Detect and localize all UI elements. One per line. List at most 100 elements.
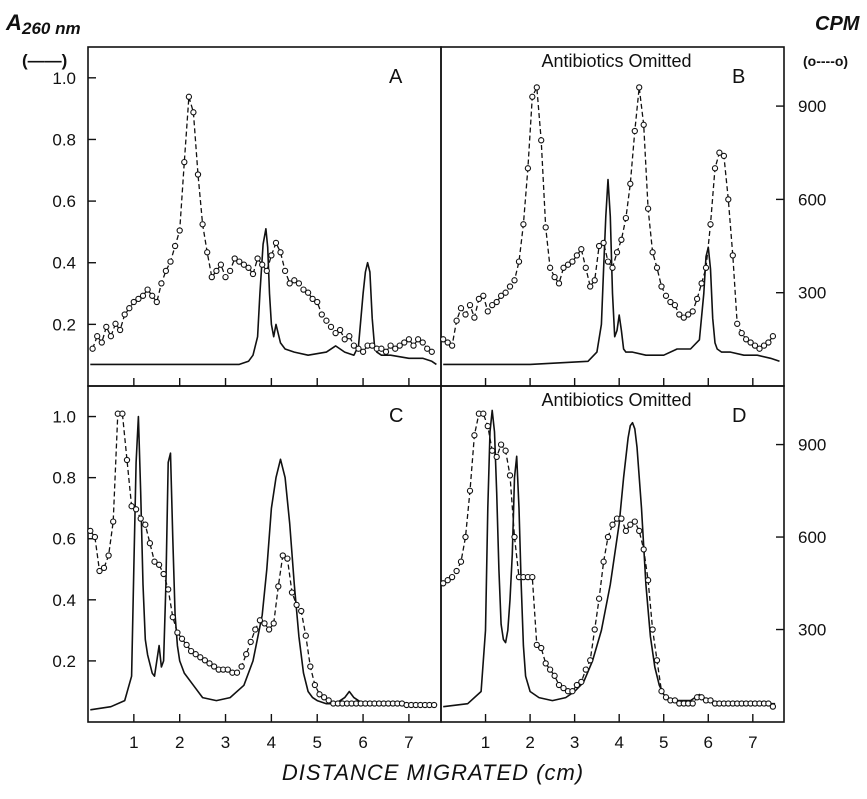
cpm-point [293, 601, 300, 609]
x-tick-label: 6 [704, 733, 713, 752]
cpm-point [600, 239, 607, 247]
cpm-point [320, 694, 328, 701]
absorbance-line [443, 178, 780, 366]
absorbance-line [90, 228, 437, 366]
right-tick-label: 600 [798, 190, 826, 209]
cpm-point [401, 339, 408, 346]
x-tick-label: 1 [129, 733, 138, 752]
cpm-point [210, 663, 218, 670]
cpm-point [769, 703, 777, 710]
cpm-point [123, 456, 131, 464]
cpm-point [142, 521, 149, 528]
cpm-point [247, 638, 254, 646]
cpm-point [546, 264, 554, 271]
cpm-point [653, 657, 661, 664]
cpm-point [546, 666, 554, 673]
cpm-point [444, 339, 451, 346]
cpm-point [392, 345, 399, 352]
panel-a: 0.2 0.4 0.6 0.8 1.0 A [52, 46, 442, 387]
cpm-point [89, 345, 96, 352]
cpm-point [332, 329, 339, 337]
cpm-point [121, 311, 128, 318]
cpm-point [100, 564, 108, 572]
cpm-point [658, 283, 665, 290]
right-axis-title: CPM [815, 13, 861, 35]
cpm-point [716, 149, 723, 156]
cpm-point [288, 589, 296, 596]
left-tick-label: 0.2 [52, 652, 76, 671]
cpm-point [309, 295, 316, 303]
cpm-point [144, 286, 151, 293]
cpm-point [176, 227, 183, 234]
cpm-point [270, 620, 277, 627]
cpm-point [162, 267, 170, 275]
cpm-point [636, 527, 643, 535]
cpm-point [702, 264, 710, 271]
cpm-point [318, 311, 325, 318]
cpm-point [520, 221, 527, 228]
cpm-point [91, 533, 99, 541]
left-tick-label: 0.4 [52, 254, 76, 273]
x-tick-label: 5 [312, 733, 321, 752]
right-axis-legend: (o----o) [803, 53, 848, 69]
cpm-point [671, 301, 679, 309]
cpm-point [640, 546, 647, 553]
cpm-point [302, 632, 309, 639]
cpm-point [300, 286, 307, 293]
cpm-point [153, 298, 160, 306]
right-tick-label: 900 [798, 436, 826, 455]
cpm-line [442, 84, 774, 350]
cpm-point [116, 326, 124, 334]
cpm-point [226, 267, 234, 275]
cpm-point [252, 626, 259, 633]
cpm-point [314, 298, 321, 306]
cpm-point [263, 267, 270, 275]
cpm-point [249, 270, 257, 278]
cpm-point [462, 311, 469, 318]
cpm-point [224, 666, 231, 673]
cpm-point [489, 301, 496, 309]
cpm-point [662, 694, 670, 701]
cpm-point [680, 314, 687, 321]
cpm-point [600, 558, 607, 565]
cpm-point [254, 255, 261, 262]
cpm-point [595, 595, 603, 602]
cpm-point [231, 255, 238, 262]
x-tick-label: 6 [358, 733, 367, 752]
cpm-point [582, 666, 589, 673]
cpm-point [139, 292, 147, 299]
cpm-point [94, 333, 101, 340]
panel-letter: C [389, 405, 403, 427]
cpm-point [341, 336, 348, 343]
left-tick-label: 0.8 [52, 469, 76, 488]
cpm-point [275, 583, 282, 590]
cpm-point [272, 239, 280, 247]
cpm-point [734, 320, 741, 327]
cpm-point [304, 289, 312, 296]
left-tick-label: 0.6 [52, 530, 76, 549]
cpm-point [636, 84, 643, 91]
cpm-point [653, 264, 661, 271]
cpm-point [181, 158, 188, 166]
cpm-point [236, 258, 243, 265]
cpm-point [187, 647, 195, 655]
x-tick-label: 7 [748, 733, 757, 752]
cpm-point [245, 264, 252, 271]
cpm-point [243, 651, 250, 658]
x-tick-label: 5 [659, 733, 668, 752]
cpm-point [506, 283, 514, 290]
cpm-point [738, 329, 745, 337]
cpm-point [760, 342, 768, 349]
left-tick-label: 0.2 [52, 315, 76, 334]
cpm-point [720, 152, 728, 160]
cpm-point [747, 339, 754, 346]
cpm-point [471, 432, 478, 439]
cpm-point [515, 258, 523, 265]
cpm-point [208, 273, 215, 281]
cpm-point [529, 93, 536, 100]
cpm-point [137, 515, 144, 522]
cpm-point [613, 249, 621, 256]
cpm-point [428, 348, 435, 355]
cpm-point [298, 607, 305, 615]
cpm-point [533, 641, 540, 649]
